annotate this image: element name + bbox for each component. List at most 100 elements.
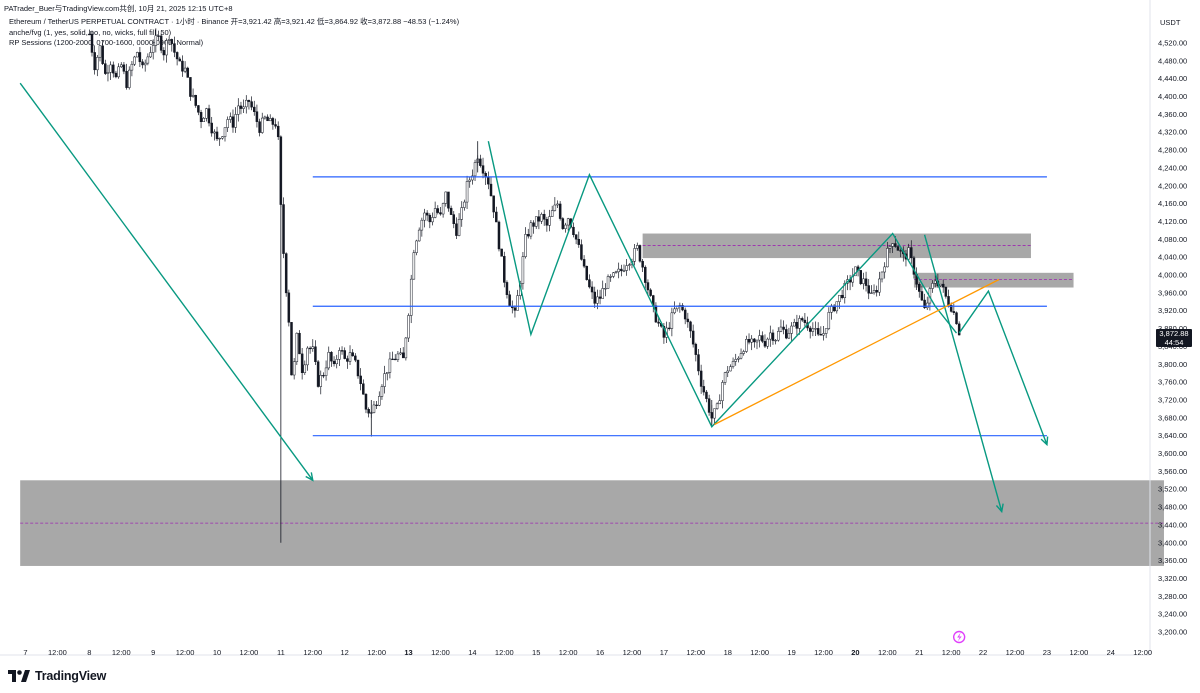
candle-body [824, 328, 828, 334]
candle-body [284, 253, 288, 294]
candle-body [375, 404, 378, 406]
candle-body [612, 272, 615, 277]
candle-body [734, 359, 737, 362]
candle-body [933, 280, 937, 284]
candle-body [755, 339, 759, 343]
candle-body [614, 271, 618, 274]
candle-body [931, 283, 934, 289]
candle-body [532, 222, 535, 227]
candle-body [803, 319, 807, 323]
candle-body [925, 302, 929, 309]
candle-body [463, 201, 466, 208]
time-tick-label: 12:00 [814, 648, 833, 657]
candle-body [508, 294, 511, 307]
candle-body [731, 361, 735, 367]
symbol-legend[interactable]: Ethereum / TetherUS PERPETUAL CONTRACT ·… [9, 17, 460, 26]
candle-body [186, 67, 190, 78]
price-tick-label: 4,280.00 [1158, 146, 1187, 155]
candle-body [98, 45, 102, 58]
time-tick-label: 17 [660, 648, 668, 657]
candle-body [628, 264, 631, 266]
candle-body [93, 52, 96, 71]
price-tick-label: 4,240.00 [1158, 163, 1187, 172]
candle-body [112, 64, 115, 74]
price-tick-label: 4,400.00 [1158, 92, 1187, 101]
candle-body [96, 57, 99, 71]
candle-body [644, 266, 647, 283]
candle-body [638, 245, 642, 262]
candle-body [574, 234, 578, 240]
candle-body [949, 304, 953, 312]
candle-body [798, 318, 801, 329]
candle-body [516, 295, 519, 311]
candle-body [106, 72, 110, 74]
candle-body [918, 284, 921, 292]
candle-body [130, 63, 134, 71]
candle-body [468, 179, 471, 182]
price-tick-label: 3,680.00 [1158, 413, 1187, 422]
currency-label[interactable]: USDT [1160, 18, 1181, 27]
chart-legend: Ethereum / TetherUS PERPETUAL CONTRACT ·… [9, 17, 459, 49]
candle-body [593, 291, 596, 304]
time-tick-label: 13 [404, 648, 412, 657]
price-tick-label: 4,520.00 [1158, 39, 1187, 48]
candle-body [590, 286, 594, 293]
candle-body [862, 278, 865, 284]
candle-body [226, 119, 229, 128]
time-axis: 7 12:00 8 12:00 9 12:00 10 12:00 11 12:00 12 12:00 1… [0, 648, 1152, 657]
candle-body [715, 403, 719, 409]
price-tick-label: 3,760.00 [1158, 378, 1187, 387]
candle-body [359, 375, 362, 385]
candle-body [143, 62, 147, 66]
candle-body [739, 353, 743, 359]
candle-body [175, 52, 179, 60]
candle-body [415, 240, 418, 253]
candle-body [646, 282, 650, 291]
candle-body [271, 118, 275, 125]
indicator-legend-sessions[interactable]: RP Sessions (1200-2000, 0700-1600, 0000-… [9, 38, 204, 47]
candle-body [745, 339, 748, 352]
price-tick-label: 4,440.00 [1158, 74, 1187, 83]
candle-body [276, 125, 280, 138]
candle-body [721, 382, 724, 401]
candle-body [564, 224, 567, 229]
time-tick-label: 12:00 [878, 648, 897, 657]
candle-body [649, 289, 652, 296]
candle-body [561, 218, 565, 229]
candle-body [460, 207, 463, 220]
candle-body [223, 127, 227, 137]
candle-body [795, 322, 799, 329]
candle-body [737, 357, 740, 360]
price-tick-label: 4,080.00 [1158, 235, 1187, 244]
candle-body [178, 58, 182, 62]
candle-body [694, 343, 698, 355]
candle-body [127, 69, 131, 88]
candle-body [920, 291, 924, 301]
candle-body [210, 122, 213, 134]
candle-body [750, 338, 753, 343]
arrow-head [305, 472, 314, 482]
price-tick-label: 4,200.00 [1158, 181, 1187, 190]
candle-body [473, 162, 477, 177]
candle-body [351, 352, 354, 357]
candle-body [151, 45, 155, 53]
price-tick-label: 3,360.00 [1158, 556, 1187, 565]
candle-body [239, 105, 243, 109]
candle-body [167, 39, 171, 41]
candle-body [455, 223, 458, 236]
candle-body [356, 359, 360, 377]
candle-body [487, 177, 490, 185]
candle-body [912, 257, 916, 275]
candle-body [670, 312, 674, 329]
candle-body [758, 335, 761, 341]
time-tick-label: 12:00 [112, 648, 131, 657]
candle-body [348, 352, 352, 362]
drawings-layer [19, 82, 1049, 644]
candle-body [550, 210, 554, 217]
indicator-legend-fvg[interactable]: anche/fvg (1, yes, solid, no, no, wicks,… [9, 27, 172, 37]
candle-body [944, 286, 948, 297]
candle-body [542, 213, 546, 220]
candle-body [308, 347, 312, 350]
time-tick-label: 12 [341, 648, 349, 657]
